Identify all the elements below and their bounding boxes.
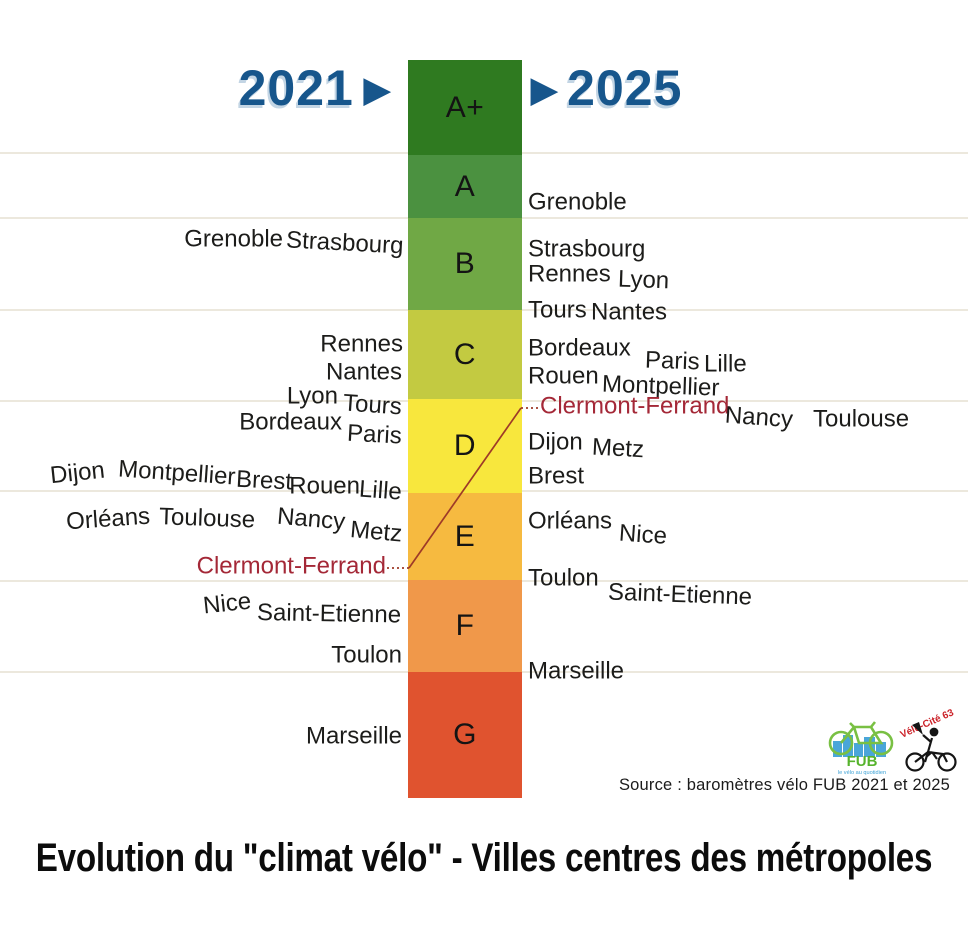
city-label-2025-dijon: Dijon xyxy=(528,428,583,456)
city-label-2021-marseille: Marseille xyxy=(305,722,402,750)
city-label-2021-strasbourg: Strasbourg xyxy=(285,226,404,260)
city-label-2025-strasbourg: Strasbourg xyxy=(528,235,646,263)
city-label-2021-bordeaux: Bordeaux xyxy=(239,408,342,436)
city-label-2025-metz: Metz xyxy=(591,433,645,464)
grade-band-f: F xyxy=(408,580,522,672)
city-label-2025-nantes: Nantes xyxy=(591,298,668,326)
fub-bicycle-icon xyxy=(828,721,894,756)
city-label-2021-grenoble: Grenoble xyxy=(184,225,283,253)
city-label-2025-toulon: Toulon xyxy=(528,564,599,592)
city-label-2021-dijon: Dijon xyxy=(49,456,107,490)
year-label-2025: ▶ 2025 xyxy=(531,59,682,117)
city-label-2021-nice: Nice xyxy=(201,587,253,620)
city-label-2021-nantes: Nantes xyxy=(325,358,402,386)
city-label-2025-marseille: Marseille xyxy=(528,657,625,685)
city-label-2021-metz: Metz xyxy=(349,516,404,548)
city-label-2025-tours: Tours xyxy=(528,296,587,324)
chart-title: Evolution du "climat vélo" - Villes cent… xyxy=(35,836,933,880)
grade-letter-a: A xyxy=(454,169,476,203)
city-label-2021-brest: Brest xyxy=(235,465,293,496)
city-label-2021-nancy: Nancy xyxy=(276,502,347,536)
grade-band-b: B xyxy=(408,218,522,310)
city-label-2025-nancy: Nancy xyxy=(724,401,794,434)
city-label-2025-toulouse: Toulouse xyxy=(813,405,910,433)
city-label-2021-toulon: Toulon xyxy=(331,641,402,669)
city-label-2021-rennes: Rennes xyxy=(320,330,403,358)
city-label-2021-orleans: Orléans xyxy=(65,502,151,536)
grade-letter-a-: A+ xyxy=(445,90,485,124)
grade-letter-g: G xyxy=(453,718,477,751)
city-label-2025-clermont-ferrand: Clermont-Ferrand xyxy=(540,392,730,420)
grade-band-a-: A+ xyxy=(408,60,522,155)
city-label-2025-brest: Brest xyxy=(528,462,585,490)
source-note: Source : baromètres vélo FUB 2021 et 202… xyxy=(618,776,950,794)
grade-band-g: G xyxy=(408,672,522,798)
city-label-2021-paris: Paris xyxy=(346,419,403,450)
city-label-2025-orleans: Orléans xyxy=(528,507,613,535)
city-label-2025-bordeaux: Bordeaux xyxy=(528,334,631,362)
city-label-2021-lyon: Lyon xyxy=(286,382,338,410)
fub-logo-text: FUB xyxy=(847,753,878,770)
year-2021-text: 2021 xyxy=(238,60,354,116)
fub-logo: FUB le vélo au quotidien xyxy=(828,721,894,776)
velo-cite-63-logo: Vélo-Cité 63 xyxy=(899,707,957,772)
logo-area: FUB le vélo au quotidien Vélo-Cité 63 xyxy=(826,702,966,776)
cyclist-icon xyxy=(905,722,957,772)
city-label-2021-saint-etienne: Saint-Etienne xyxy=(256,599,402,629)
city-label-2021-montpellier: Montpellier xyxy=(116,455,236,491)
right-triangle-icon: ▶ xyxy=(531,71,558,109)
grade-letter-c: C xyxy=(453,337,477,371)
grade-letter-d: D xyxy=(453,429,477,462)
city-label-2025-rouen: Rouen xyxy=(528,362,599,390)
city-label-2025-lille: Lille xyxy=(704,350,747,378)
grade-letter-f: F xyxy=(455,609,475,642)
city-label-2025-lyon: Lyon xyxy=(617,265,670,295)
year-label-2021: 2021 ▶ xyxy=(239,59,390,117)
grade-band-d: D xyxy=(408,399,522,493)
grade-band-c: C xyxy=(408,310,522,399)
city-label-2021-rouen: Rouen xyxy=(289,472,360,500)
city-label-2021-clermont-ferrand: Clermont-Ferrand xyxy=(196,552,386,580)
city-label-2021-tours: Tours xyxy=(342,389,403,421)
right-triangle-icon: ▶ xyxy=(363,71,390,109)
fub-logo-tagline: le vélo au quotidien xyxy=(838,770,886,776)
year-2025-text: 2025 xyxy=(567,60,683,116)
city-label-2021-toulouse: Toulouse xyxy=(158,503,256,534)
city-label-2025-paris: Paris xyxy=(644,346,701,376)
grade-band-e: E xyxy=(408,493,522,580)
city-label-2021-lille: Lille xyxy=(358,475,403,506)
velo-cite-63-text: Vélo-Cité 63 xyxy=(899,707,956,741)
grade-letter-b: B xyxy=(454,247,476,280)
city-label-2025-saint-etienne: Saint-Etienne xyxy=(607,578,753,611)
grade-band-a: A xyxy=(408,155,522,218)
city-label-2025-nice: Nice xyxy=(618,519,668,550)
city-label-2025-grenoble: Grenoble xyxy=(528,188,627,216)
city-label-2025-rennes: Rennes xyxy=(528,260,611,288)
grade-letter-e: E xyxy=(454,519,476,553)
